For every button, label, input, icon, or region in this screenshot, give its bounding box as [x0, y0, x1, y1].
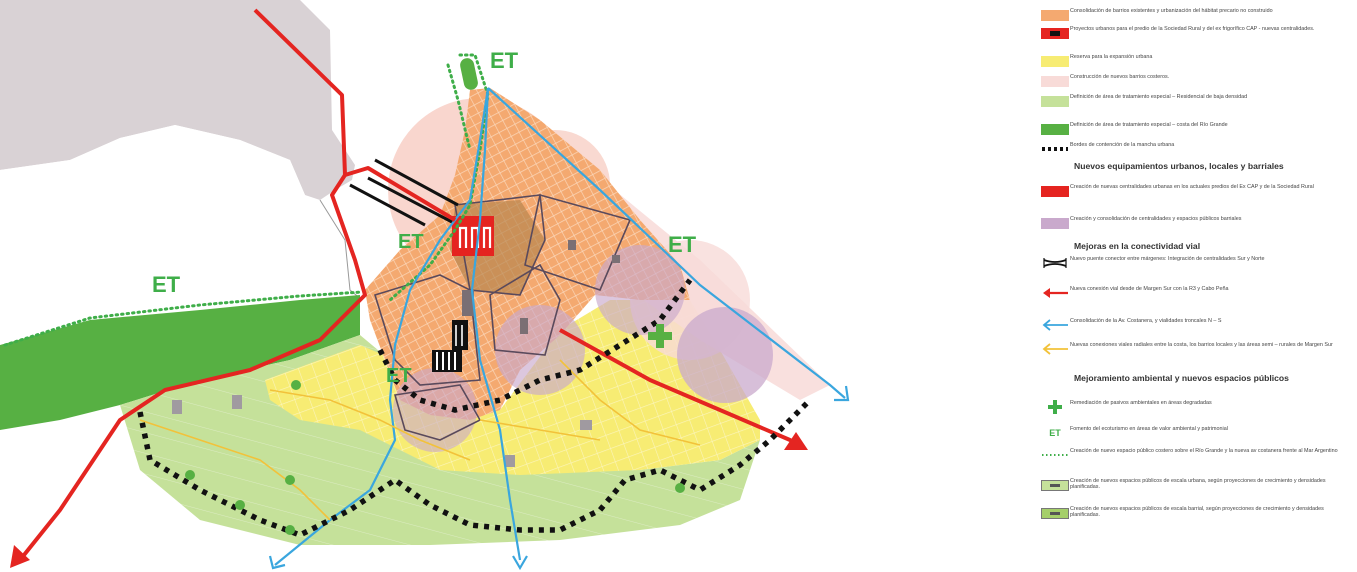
green-coast-area: [0, 295, 360, 430]
legend-section-title: Mejoramiento ambiental y nuevos espacios…: [1074, 373, 1289, 383]
legend-item-label: Remediación de pasivos ambientales en ár…: [1070, 400, 1212, 406]
blue-arrow-icon: [1042, 319, 1068, 331]
red-arrow-icon: [1043, 288, 1068, 298]
green-coast-pill: [460, 58, 478, 90]
legend-item-label: Reserva para la expansión urbana: [1070, 54, 1153, 60]
dotted-green-line-icon: [1042, 454, 1068, 456]
neighborhood-public-space-icon: [1041, 507, 1069, 519]
legend-item: Consolidación de la Av. Costanera, y via…: [1040, 318, 1352, 331]
environmental-remediation-crosses: [185, 324, 685, 535]
legend-item: Remediación de pasivos ambientales en ár…: [1040, 400, 1352, 414]
yellow-swatch-icon: [1041, 55, 1069, 67]
river-area: [0, 125, 360, 345]
legend-item: Construcción de nuevos barrios costeros.: [1040, 74, 1352, 87]
legend-item-label: Nueva conexión vial desde de Margen Sur …: [1070, 286, 1229, 292]
purple-centrality-circle: [495, 305, 585, 395]
urban-public-space-icon: [1041, 479, 1069, 491]
legend-item-label: Consolidación de barrios existentes y ur…: [1070, 8, 1273, 14]
coastal-public-space-dotted: [3, 53, 490, 347]
legend-item-label: Bordes de contención de la mancha urbana: [1070, 142, 1175, 148]
legend-item-label: Proyectos urbanos para el predio de la S…: [1070, 26, 1315, 32]
legend-item: Definición de área de tratamiento especi…: [1040, 122, 1352, 135]
legend-item-label: Fomento del ecoturismo en áreas de valor…: [1070, 426, 1228, 432]
grey-land: [0, 0, 355, 200]
red-black-swatch-icon: [1041, 27, 1069, 39]
legend-item: Creación y consolidación de centralidade…: [1040, 216, 1352, 229]
yellow-reserve-area: [265, 300, 760, 475]
legend-item-label: Consolidación de la Av. Costanera, y via…: [1070, 318, 1222, 324]
legend-item: Definición de área de tratamiento especi…: [1040, 94, 1352, 107]
legend-item: Consolidación de barrios existentes y ur…: [1040, 8, 1352, 21]
bridge-icon: [1043, 258, 1067, 268]
legend-item-label: Nuevas conexiones viales radiales entre …: [1070, 342, 1333, 348]
purple-swatch-icon: [1041, 217, 1069, 229]
new-bridge: [349, 158, 459, 227]
legend-item: Creación de nuevos espacios públicos de …: [1040, 506, 1352, 519]
legend-item-label: Nuevo puente conector entre márgenes: In…: [1070, 256, 1265, 262]
et-label: ET: [152, 272, 181, 297]
et-label: ET: [398, 231, 424, 253]
legend-item-label: Definición de área de tratamiento especi…: [1070, 94, 1248, 100]
blue-routes: [274, 87, 846, 566]
legend-item: ET Fomento del ecoturismo en áreas de va…: [1040, 426, 1352, 439]
et-icon: ET: [1049, 428, 1061, 438]
et-label: ET: [490, 48, 519, 73]
legend-section-title: Nuevos equipamientos urbanos, locales y …: [1074, 161, 1284, 171]
red-arrowheads: [10, 432, 808, 568]
district-outlines: [374, 194, 632, 441]
legend-item: Creación de nuevos espacios públicos de …: [1040, 478, 1352, 491]
legend-section-title: Mejoras en la conectividad vial: [1074, 241, 1201, 251]
orange-swatch-icon: [1041, 9, 1069, 21]
map-legend: Consolidación de barrios existentes y ur…: [1040, 6, 1352, 566]
legend-item: Creación de nuevo espacio público coster…: [1040, 448, 1352, 461]
green-cross-icon: [1048, 400, 1062, 414]
legend-item: Nuevas conexiones viales radiales entre …: [1040, 342, 1352, 355]
yellow-routes: [139, 359, 701, 521]
legend-item: Creación de nuevas centralidades urbanas…: [1040, 184, 1352, 197]
et-label: ET: [386, 365, 412, 387]
sociedad-rural-block: [432, 320, 468, 372]
purple-centrality-circle: [595, 245, 685, 335]
et-label: ET: [668, 232, 697, 257]
pink-swatch-icon: [1041, 75, 1069, 87]
legend-item: Nuevo puente conector entre márgenes: In…: [1040, 256, 1352, 269]
legend-item-label: Creación de nuevas centralidades urbanas…: [1070, 184, 1314, 190]
urban-plan-map: ET ET ET ET ET: [0, 0, 850, 571]
legend-item-label: Creación de nuevos espacios públicos de …: [1070, 506, 1324, 519]
legend-item: Reserva para la expansión urbana: [1040, 54, 1352, 67]
lightgreen-swatch-icon: [1041, 95, 1069, 107]
legend-item: Proyectos urbanos para el predio de la S…: [1040, 26, 1352, 39]
blue-arrowheads: [268, 385, 850, 571]
purple-centrality-circle: [677, 307, 773, 403]
legend-item-label: Creación de nuevo espacio público coster…: [1070, 448, 1338, 454]
building-blocks: [172, 240, 620, 467]
legend-item-label: Creación y consolidación de centralidade…: [1070, 216, 1242, 222]
legend-item: Nueva conexión vial desde de Margen Sur …: [1040, 286, 1352, 299]
purple-centrality-circle: [393, 368, 477, 452]
legend-item-label: Definición de área de tratamiento especi…: [1070, 122, 1228, 128]
river-edge-line: [319, 199, 363, 301]
legend-item: Bordes de contención de la mancha urbana: [1040, 142, 1352, 155]
red-swatch-icon: [1041, 185, 1069, 197]
yellow-arrow-icon: [1042, 343, 1068, 355]
legend-item-label: Construcción de nuevos barrios costeros.: [1070, 74, 1170, 80]
dotted-black-line-icon: [1042, 147, 1068, 151]
darkgreen-swatch-icon: [1041, 123, 1069, 135]
legend-item-label: Creación de nuevos espacios públicos de …: [1070, 478, 1326, 491]
